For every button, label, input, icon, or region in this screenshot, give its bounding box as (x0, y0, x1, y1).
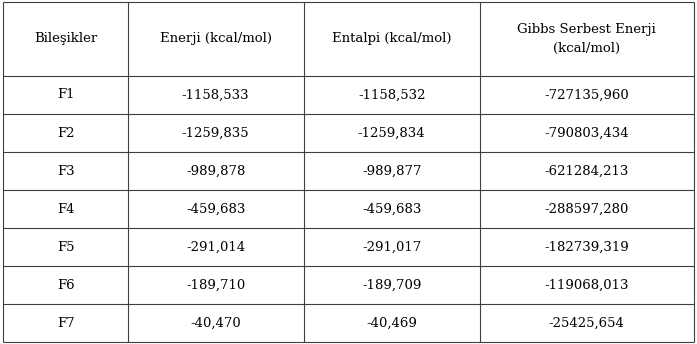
Text: -291,017: -291,017 (362, 241, 421, 254)
Text: -727135,960: -727135,960 (544, 88, 629, 101)
Text: -25425,654: -25425,654 (549, 317, 625, 330)
Text: F4: F4 (57, 203, 75, 216)
Text: F3: F3 (56, 164, 75, 178)
Text: -1158,532: -1158,532 (358, 88, 425, 101)
Text: F2: F2 (57, 127, 75, 140)
Text: Bileşikler: Bileşikler (34, 32, 97, 45)
Text: -182739,319: -182739,319 (544, 241, 629, 254)
Text: F1: F1 (57, 88, 75, 101)
Text: -1158,533: -1158,533 (182, 88, 250, 101)
Text: Enerji (kcal/mol): Enerji (kcal/mol) (160, 32, 272, 45)
Text: F7: F7 (56, 317, 75, 330)
Text: -189,710: -189,710 (186, 279, 245, 292)
Text: -40,469: -40,469 (366, 317, 417, 330)
Text: F6: F6 (56, 279, 75, 292)
Text: Gibbs Serbest Enerji
(kcal/mol): Gibbs Serbest Enerji (kcal/mol) (517, 23, 656, 55)
Text: -1259,835: -1259,835 (182, 127, 250, 140)
Text: -989,878: -989,878 (186, 164, 245, 178)
Text: F5: F5 (57, 241, 75, 254)
Text: Entalpi (kcal/mol): Entalpi (kcal/mol) (332, 32, 452, 45)
Text: -40,470: -40,470 (190, 317, 241, 330)
Text: -1259,834: -1259,834 (358, 127, 425, 140)
Text: -790803,434: -790803,434 (544, 127, 629, 140)
Text: -459,683: -459,683 (186, 203, 245, 216)
Text: -189,709: -189,709 (362, 279, 421, 292)
Text: -459,683: -459,683 (362, 203, 421, 216)
Text: -288597,280: -288597,280 (544, 203, 629, 216)
Text: -291,014: -291,014 (186, 241, 245, 254)
Text: -621284,213: -621284,213 (544, 164, 629, 178)
Text: -989,877: -989,877 (362, 164, 422, 178)
Text: -119068,013: -119068,013 (544, 279, 629, 292)
